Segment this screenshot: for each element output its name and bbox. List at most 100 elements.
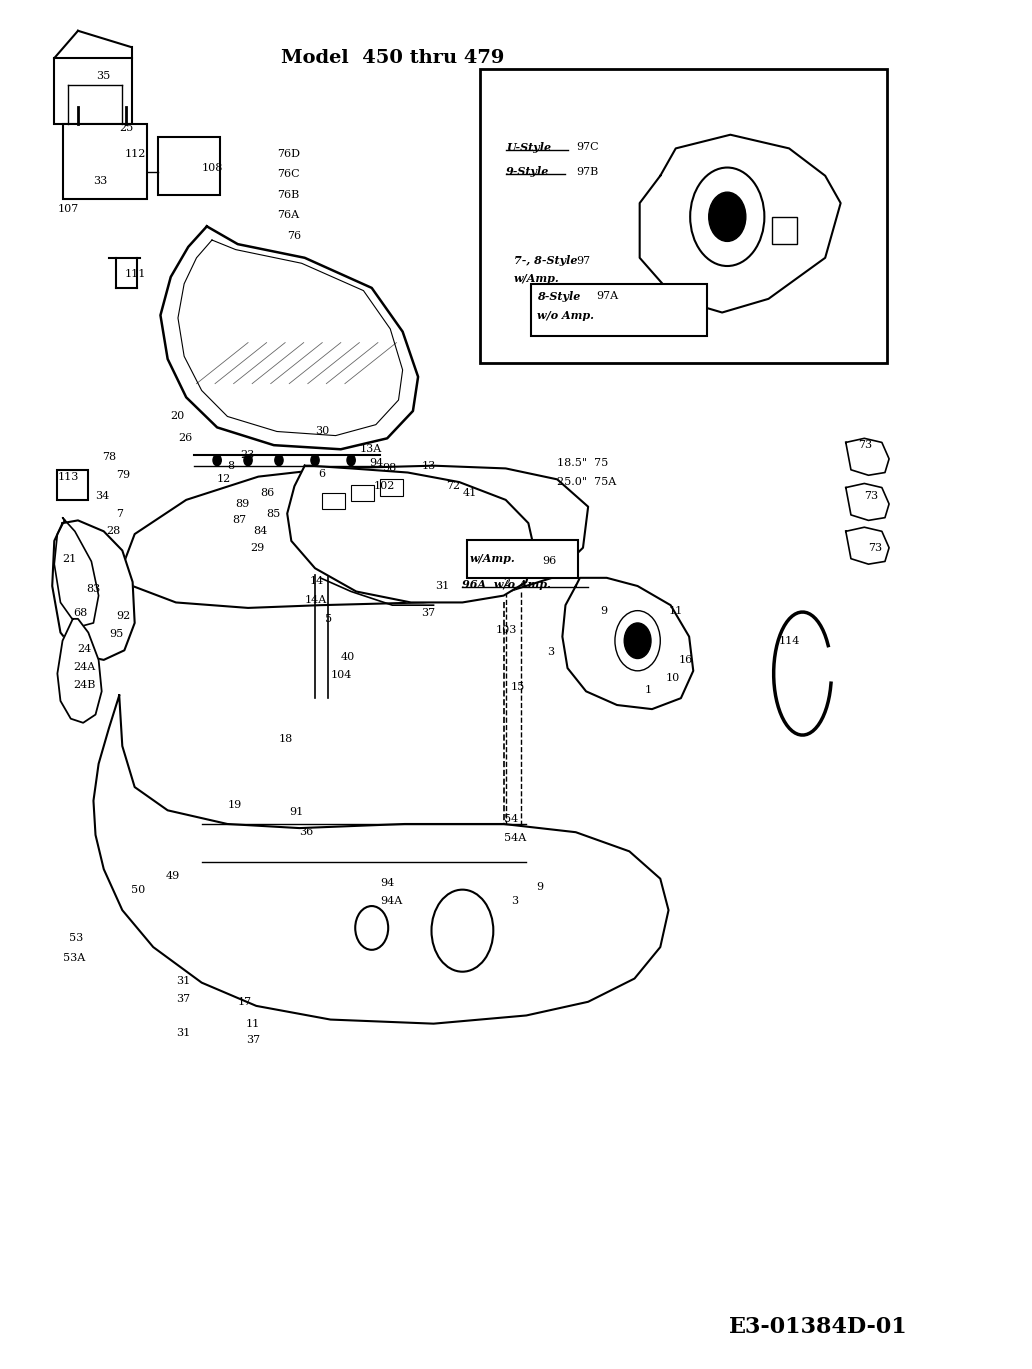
Text: 2: 2 xyxy=(504,578,511,589)
Text: 89: 89 xyxy=(235,498,250,509)
Text: 97B: 97B xyxy=(576,167,598,177)
Bar xyxy=(322,493,345,509)
Text: 111: 111 xyxy=(125,270,146,279)
Text: 35: 35 xyxy=(97,71,110,81)
Text: 9: 9 xyxy=(537,882,544,893)
Text: 23: 23 xyxy=(239,450,254,460)
Text: 87: 87 xyxy=(232,515,247,526)
Text: 7: 7 xyxy=(117,508,123,519)
Text: 54A: 54A xyxy=(504,832,526,843)
Polygon shape xyxy=(640,134,841,312)
Text: 83: 83 xyxy=(87,583,100,594)
Text: 72: 72 xyxy=(446,481,460,491)
Text: 25.0"  75A: 25.0" 75A xyxy=(557,476,616,487)
Text: E3-01384D-01: E3-01384D-01 xyxy=(729,1316,907,1339)
Text: 102: 102 xyxy=(374,481,395,491)
Text: 95: 95 xyxy=(109,628,123,639)
Text: 14A: 14A xyxy=(304,594,327,605)
Text: 112: 112 xyxy=(125,149,146,159)
Text: U-Style: U-Style xyxy=(506,141,551,152)
Text: 73: 73 xyxy=(865,490,878,501)
Bar xyxy=(480,68,888,363)
Bar xyxy=(158,137,220,194)
Bar xyxy=(772,216,798,244)
Polygon shape xyxy=(94,695,669,1024)
Text: 76C: 76C xyxy=(277,170,299,179)
Text: 96A  w/o Amp.: 96A w/o Amp. xyxy=(462,579,551,590)
Text: 29: 29 xyxy=(250,542,264,553)
Text: 24: 24 xyxy=(77,643,91,654)
Circle shape xyxy=(624,623,651,658)
Text: 20: 20 xyxy=(170,412,185,422)
Text: 24B: 24B xyxy=(73,679,95,690)
Text: 76B: 76B xyxy=(277,190,299,200)
Bar xyxy=(351,485,374,501)
Bar xyxy=(55,57,132,123)
Text: 8: 8 xyxy=(227,461,234,471)
Text: 13: 13 xyxy=(421,461,436,471)
Text: 31: 31 xyxy=(175,1028,190,1038)
Circle shape xyxy=(347,455,355,465)
Text: 11: 11 xyxy=(669,605,683,616)
Text: 85: 85 xyxy=(266,508,281,519)
Text: 103: 103 xyxy=(495,624,517,635)
Text: 7-, 8-Style: 7-, 8-Style xyxy=(514,255,578,266)
Text: 94: 94 xyxy=(380,878,394,888)
Text: 3: 3 xyxy=(547,646,554,657)
Text: 73: 73 xyxy=(859,441,872,450)
Text: 94: 94 xyxy=(369,459,384,468)
Text: 9-Style: 9-Style xyxy=(506,166,549,177)
Polygon shape xyxy=(846,483,890,520)
Polygon shape xyxy=(287,465,535,602)
Text: 10: 10 xyxy=(666,672,680,683)
Text: 86: 86 xyxy=(260,487,275,498)
Text: w/o Amp.: w/o Amp. xyxy=(537,309,593,320)
Text: 76: 76 xyxy=(287,231,301,241)
Polygon shape xyxy=(562,578,694,709)
Text: 96: 96 xyxy=(542,556,556,567)
Text: 97C: 97C xyxy=(576,142,599,152)
Text: 107: 107 xyxy=(58,204,78,214)
Circle shape xyxy=(244,455,252,465)
Text: Model  450 thru 479: Model 450 thru 479 xyxy=(281,48,504,67)
Text: 18: 18 xyxy=(279,734,293,745)
Bar xyxy=(63,123,147,199)
Text: 33: 33 xyxy=(94,177,107,186)
Text: 49: 49 xyxy=(165,871,180,882)
Text: 30: 30 xyxy=(315,427,329,437)
Circle shape xyxy=(709,192,746,241)
Text: 84: 84 xyxy=(253,526,267,537)
Text: 53A: 53A xyxy=(63,953,85,962)
Text: 73: 73 xyxy=(869,542,882,553)
Text: 76A: 76A xyxy=(277,211,299,220)
Text: 37: 37 xyxy=(175,994,190,1003)
Text: 37: 37 xyxy=(421,608,436,619)
Text: 6: 6 xyxy=(318,470,325,479)
Text: 92: 92 xyxy=(117,611,130,622)
Text: 24A: 24A xyxy=(73,661,95,672)
Polygon shape xyxy=(846,438,890,475)
Text: 17: 17 xyxy=(237,997,252,1006)
Text: 37: 37 xyxy=(246,1035,260,1045)
Circle shape xyxy=(311,455,319,465)
Circle shape xyxy=(431,890,493,972)
Text: 34: 34 xyxy=(96,490,109,501)
Text: 5: 5 xyxy=(325,613,332,624)
Circle shape xyxy=(355,906,388,950)
Text: 113: 113 xyxy=(58,472,78,482)
Polygon shape xyxy=(125,465,588,608)
Text: 36: 36 xyxy=(299,827,314,838)
Text: 68: 68 xyxy=(73,608,87,619)
Text: 9: 9 xyxy=(601,605,608,616)
Text: 8-Style: 8-Style xyxy=(537,290,580,301)
Text: 14: 14 xyxy=(310,575,324,586)
Text: w/Amp.: w/Amp. xyxy=(470,553,515,564)
Text: 54: 54 xyxy=(504,813,518,824)
Text: 16: 16 xyxy=(679,654,694,665)
Circle shape xyxy=(213,455,221,465)
Text: 21: 21 xyxy=(63,553,76,564)
Text: 91: 91 xyxy=(289,806,303,817)
Text: 41: 41 xyxy=(462,487,477,498)
Text: 97: 97 xyxy=(576,256,590,266)
Text: 97A: 97A xyxy=(596,292,618,301)
